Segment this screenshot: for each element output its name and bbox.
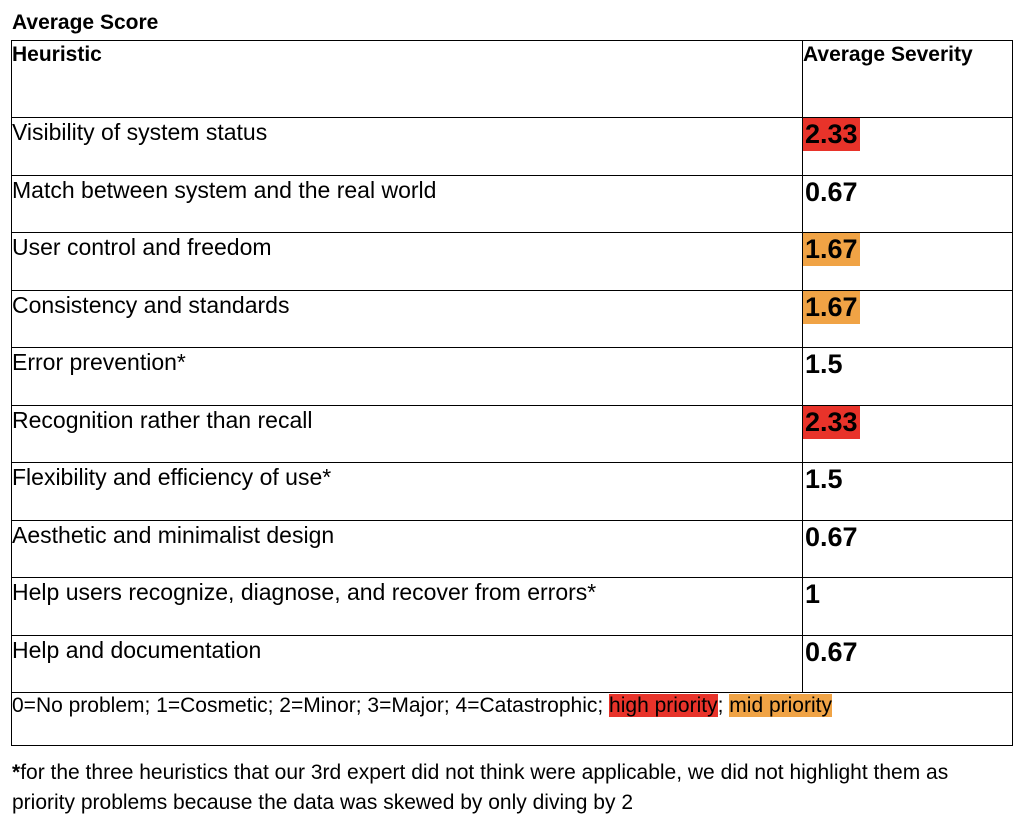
severity-value: 0.67 xyxy=(803,636,860,669)
severity-value: 1.5 xyxy=(803,348,845,381)
severity-cell: 1.67 xyxy=(803,233,1013,291)
severity-cell: 1.67 xyxy=(803,290,1013,348)
legend-row: 0=No problem; 1=Cosmetic; 2=Minor; 3=Maj… xyxy=(12,693,1013,746)
severity-value: 1.67 xyxy=(803,291,860,324)
heuristic-name: Visibility of system status xyxy=(12,118,803,176)
footnote-text: for the three heuristics that our 3rd ex… xyxy=(12,761,948,814)
table-row: Aesthetic and minimalist design 0.67 xyxy=(12,520,1013,578)
severity-cell: 0.67 xyxy=(803,175,1013,233)
table-row: User control and freedom 1.67 xyxy=(12,233,1013,291)
table-row: Error prevention* 1.5 xyxy=(12,348,1013,406)
footnote-marker: * xyxy=(12,761,20,784)
header-average-severity: Average Severity xyxy=(803,41,1013,118)
severity-cell: 0.67 xyxy=(803,635,1013,693)
table-row: Flexibility and efficiency of use* 1.5 xyxy=(12,463,1013,521)
severity-value: 1.67 xyxy=(803,233,860,266)
severity-cell: 1.5 xyxy=(803,348,1013,406)
legend-scale: 0=No problem; 1=Cosmetic; 2=Minor; 3=Maj… xyxy=(12,694,603,717)
heuristic-name: Consistency and standards xyxy=(12,290,803,348)
footnote: *for the three heuristics that our 3rd e… xyxy=(12,758,1012,818)
heuristic-name: Help and documentation xyxy=(12,635,803,693)
heuristic-name: Match between system and the real world xyxy=(12,175,803,233)
page-title: Average Score xyxy=(12,10,158,36)
header-heuristic: Heuristic xyxy=(12,41,803,118)
severity-cell: 1.5 xyxy=(803,463,1013,521)
severity-table: Heuristic Average Severity Visibility of… xyxy=(11,40,1013,746)
heuristic-name: Flexibility and efficiency of use* xyxy=(12,463,803,521)
table-row: Help users recognize, diagnose, and reco… xyxy=(12,578,1013,636)
severity-value: 2.33 xyxy=(803,118,860,151)
table-row: Visibility of system status 2.33 xyxy=(12,118,1013,176)
legend-separator: ; xyxy=(718,694,724,717)
heuristic-name: Help users recognize, diagnose, and reco… xyxy=(12,578,803,636)
heuristic-name: Error prevention* xyxy=(12,348,803,406)
heuristic-name: Aesthetic and minimalist design xyxy=(12,520,803,578)
severity-cell: 1 xyxy=(803,578,1013,636)
table-row: Recognition rather than recall 2.33 xyxy=(12,405,1013,463)
heuristic-name: User control and freedom xyxy=(12,233,803,291)
table-row: Help and documentation 0.67 xyxy=(12,635,1013,693)
legend-high-priority: high priority xyxy=(609,694,718,717)
severity-value: 1.5 xyxy=(803,463,845,496)
severity-value: 0.67 xyxy=(803,521,860,554)
legend-mid-priority: mid priority xyxy=(729,694,832,717)
table-row: Match between system and the real world 0… xyxy=(12,175,1013,233)
severity-value: 2.33 xyxy=(803,406,860,439)
severity-cell: 2.33 xyxy=(803,118,1013,176)
table-header-row: Heuristic Average Severity xyxy=(12,41,1013,118)
severity-cell: 2.33 xyxy=(803,405,1013,463)
table-row: Consistency and standards 1.67 xyxy=(12,290,1013,348)
heuristic-name: Recognition rather than recall xyxy=(12,405,803,463)
severity-legend: 0=No problem; 1=Cosmetic; 2=Minor; 3=Maj… xyxy=(12,693,1013,746)
severity-value: 0.67 xyxy=(803,176,860,209)
severity-value: 1 xyxy=(803,578,822,611)
severity-cell: 0.67 xyxy=(803,520,1013,578)
